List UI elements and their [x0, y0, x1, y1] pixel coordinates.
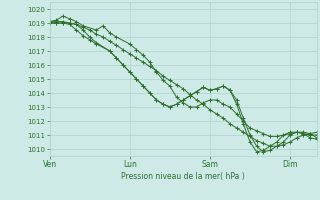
X-axis label: Pression niveau de la mer( hPa ): Pression niveau de la mer( hPa ) [121, 172, 245, 181]
